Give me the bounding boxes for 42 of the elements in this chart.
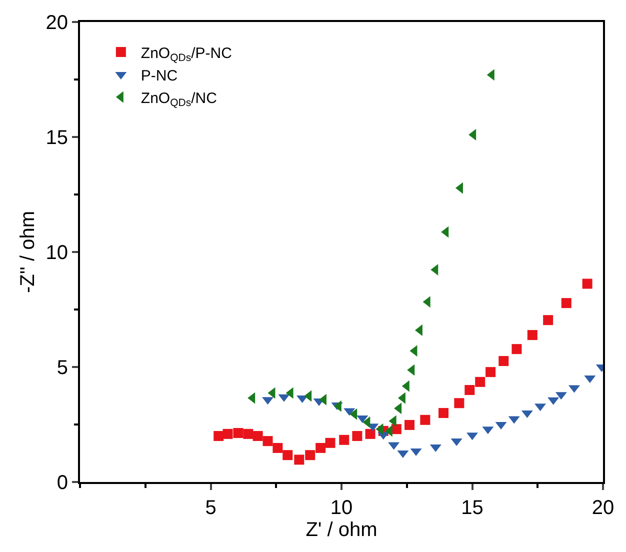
point xyxy=(498,356,509,366)
x-axis-title: Z' / ohm xyxy=(306,519,378,541)
point xyxy=(214,431,224,441)
point xyxy=(365,428,376,439)
y-tick-label: 5 xyxy=(56,357,68,379)
legend-label: ZnO$_{QDs}$/P-NC xyxy=(140,44,232,64)
point xyxy=(233,428,244,438)
point xyxy=(272,442,283,453)
point xyxy=(252,431,263,441)
point xyxy=(243,428,254,439)
x-tick-label: 15 xyxy=(461,497,484,519)
point xyxy=(262,436,273,446)
y-tick-label: 20 xyxy=(46,12,68,34)
point xyxy=(464,385,475,395)
point xyxy=(454,398,464,408)
point xyxy=(325,438,336,448)
x-tick-label: 5 xyxy=(205,497,216,519)
point xyxy=(475,376,486,387)
point xyxy=(486,367,496,378)
y-tick-label: 10 xyxy=(46,242,68,264)
point xyxy=(305,450,316,460)
legend-label: P-NC xyxy=(140,67,178,84)
x-tick-label: 10 xyxy=(330,497,353,519)
point xyxy=(294,454,304,465)
point xyxy=(339,434,350,445)
y-tick-label: 0 xyxy=(56,472,68,494)
point xyxy=(512,344,522,354)
point xyxy=(543,315,554,326)
point xyxy=(222,428,233,439)
point xyxy=(561,298,572,308)
point xyxy=(282,450,293,460)
y-axis-title: -Z'' / ohm xyxy=(16,210,39,294)
y-tick-label: 15 xyxy=(46,127,68,149)
point xyxy=(404,420,414,430)
x-tick-label: 20 xyxy=(592,497,614,519)
point xyxy=(316,442,326,453)
point xyxy=(582,278,592,289)
point xyxy=(352,431,362,441)
point xyxy=(438,408,448,418)
legend-label: ZnO$_{QDs}$/NC xyxy=(140,90,218,110)
point xyxy=(527,330,538,340)
point xyxy=(420,414,430,425)
